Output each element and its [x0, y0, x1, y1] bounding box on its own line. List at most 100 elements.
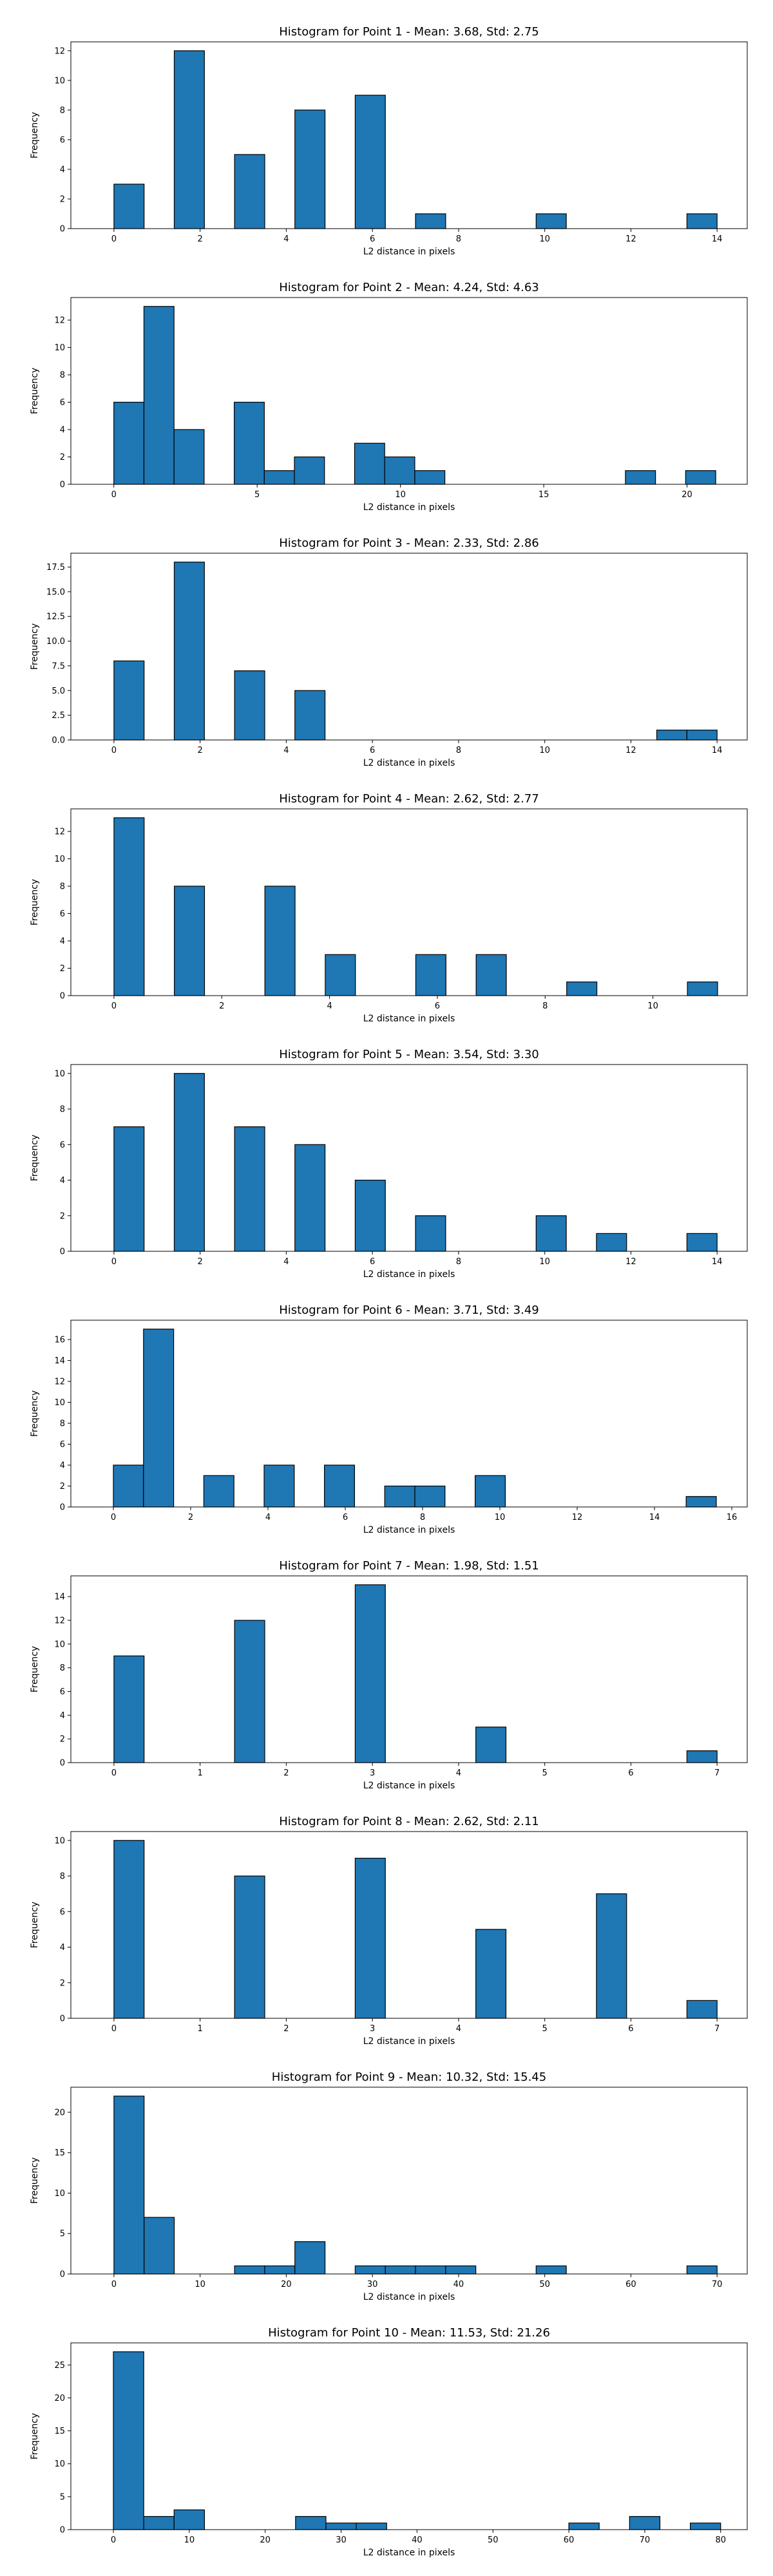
- y-tick-label: 15: [54, 2148, 65, 2158]
- x-axis-label: L2 distance in pixels: [363, 2036, 455, 2047]
- x-tick-label: 14: [712, 234, 723, 244]
- y-tick-label: 6: [60, 1141, 65, 1150]
- histogram-bar: [173, 2509, 205, 2530]
- x-tick-label: 10: [495, 1513, 506, 1522]
- histogram-bar: [144, 2217, 175, 2275]
- y-axis-label: Frequency: [30, 1135, 40, 1181]
- y-tick-label: 4: [60, 1711, 65, 1721]
- x-tick-label: 6: [628, 1768, 633, 1778]
- x-tick-label: 5: [542, 1768, 548, 1778]
- y-tick-label: 8: [60, 1419, 65, 1429]
- x-tick-label: 8: [420, 1513, 425, 1522]
- x-tick-label: 0: [111, 490, 117, 500]
- y-axis-label: Frequency: [30, 1390, 40, 1437]
- plot-frame: [70, 297, 748, 485]
- plot-frame: [70, 808, 748, 996]
- x-tick-label: 40: [412, 2535, 423, 2545]
- histogram-bar: [173, 562, 205, 741]
- histogram-bar: [474, 1475, 506, 1508]
- histogram-bar: [535, 2265, 567, 2275]
- histogram-bar: [174, 886, 205, 996]
- x-tick-label: 3: [370, 1768, 375, 1778]
- histogram-bar: [143, 1329, 175, 1508]
- histogram-bar: [415, 954, 446, 996]
- histogram-bar: [356, 2523, 387, 2530]
- y-tick-label: 5: [60, 2492, 65, 2502]
- histogram-bar: [234, 1875, 265, 2019]
- y-tick-label: 2: [60, 1482, 65, 1492]
- histogram-bar: [686, 730, 718, 741]
- histogram-panel-10: Histogram for Point 10 - Mean: 11.53, St…: [30, 2326, 748, 2558]
- y-tick-label: 7.5: [52, 661, 65, 671]
- y-tick-label: 15.0: [46, 587, 65, 597]
- y-axis-label: Frequency: [30, 1902, 40, 1948]
- histogram-bar: [685, 470, 716, 485]
- y-tick-label: 12: [54, 46, 65, 56]
- x-axis-label: L2 distance in pixels: [363, 247, 455, 257]
- y-axis-label: Frequency: [30, 879, 40, 925]
- y-tick-label: 0: [60, 1247, 65, 1257]
- y-tick-label: 8: [60, 1663, 65, 1673]
- y-tick-label: 8: [60, 1105, 65, 1115]
- y-tick-label: 0: [60, 2270, 65, 2280]
- histogram-bar: [324, 1464, 356, 1508]
- y-tick-label: 4: [60, 1461, 65, 1471]
- histogram-panel-4: Histogram for Point 4 - Mean: 2.62, Std:…: [30, 792, 748, 1024]
- x-tick-label: 5: [254, 490, 260, 500]
- x-tick-label: 20: [260, 2535, 271, 2545]
- histogram-bar: [325, 954, 356, 996]
- histogram-bar: [686, 2265, 718, 2275]
- histogram-bar: [143, 306, 175, 485]
- x-tick-label: 30: [367, 2280, 378, 2289]
- histogram-bar: [173, 50, 205, 229]
- x-tick-label: 2: [188, 1513, 193, 1522]
- x-axis-label: L2 distance in pixels: [363, 2292, 455, 2302]
- x-tick-label: 0: [111, 2535, 116, 2545]
- y-tick-label: 2.5: [52, 711, 65, 721]
- histogram-bar: [354, 442, 385, 485]
- histogram-bar: [354, 95, 386, 229]
- histogram-bar: [656, 730, 687, 741]
- histogram-bar: [143, 2515, 175, 2530]
- x-tick-label: 12: [625, 234, 636, 244]
- histogram-bar: [234, 401, 265, 485]
- y-tick-label: 4: [60, 937, 65, 947]
- histogram-bar: [325, 2523, 357, 2530]
- histogram-bar: [173, 429, 205, 485]
- histogram-bar: [113, 2096, 145, 2275]
- histogram-bar: [113, 184, 145, 229]
- histogram-bar: [264, 886, 296, 996]
- x-tick-label: 10: [539, 746, 550, 755]
- y-tick-label: 6: [60, 1440, 65, 1450]
- histogram-panel-2: Histogram for Point 2 - Mean: 4.24, Std:…: [30, 281, 748, 513]
- x-axis-label: L2 distance in pixels: [363, 758, 455, 768]
- y-tick-label: 2: [60, 1978, 65, 1988]
- histogram-panel-9: Histogram for Point 9 - Mean: 10.32, Std…: [30, 2070, 748, 2302]
- histogram-bar: [294, 109, 326, 229]
- x-axis-label: L2 distance in pixels: [363, 1781, 455, 1791]
- y-axis-label: Frequency: [30, 2157, 40, 2204]
- y-tick-label: 6: [60, 1908, 65, 1917]
- y-tick-label: 2: [60, 1211, 65, 1221]
- y-tick-label: 6: [60, 135, 65, 145]
- histogram-bar: [686, 2000, 718, 2019]
- x-tick-label: 8: [456, 1257, 461, 1267]
- histogram-bar: [354, 1584, 386, 1763]
- histogram-bar: [203, 1475, 234, 1508]
- histogram-bar: [629, 2515, 661, 2530]
- y-tick-label: 6: [60, 1687, 65, 1697]
- plot-frame: [70, 1831, 748, 2019]
- x-tick-label: 2: [197, 1257, 202, 1267]
- x-tick-label: 6: [370, 234, 375, 244]
- plot-frame: [70, 1320, 748, 1508]
- y-tick-label: 10: [54, 343, 65, 353]
- chart-title: Histogram for Point 1 - Mean: 3.68, Std:…: [279, 25, 539, 39]
- y-tick-label: 0: [60, 2014, 65, 2024]
- x-axis-label: L2 distance in pixels: [363, 2548, 455, 2558]
- y-tick-label: 6: [60, 909, 65, 919]
- x-tick-label: 0: [111, 2280, 117, 2289]
- histogram-bar: [685, 1496, 717, 1508]
- y-tick-label: 10: [54, 1398, 65, 1408]
- x-tick-label: 0: [111, 1768, 117, 1778]
- y-tick-label: 12.5: [46, 612, 65, 622]
